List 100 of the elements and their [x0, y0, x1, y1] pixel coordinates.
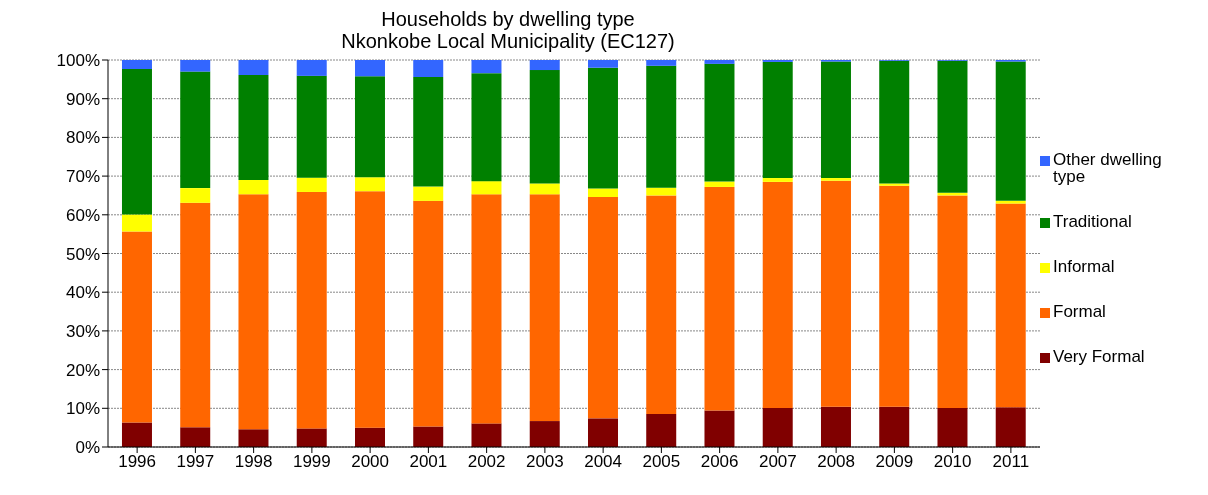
bar: [587, 67, 618, 189]
bar: [121, 60, 152, 69]
bar: [587, 418, 618, 447]
bar: [121, 214, 152, 232]
bar: [354, 60, 385, 77]
x-tick-label: 2009: [875, 452, 914, 472]
x-tick-label: 2010: [933, 452, 972, 472]
bar: [995, 203, 1026, 408]
bar: [471, 73, 502, 182]
bar: [180, 202, 211, 428]
bar: [296, 75, 327, 178]
chart-title: Households by dwelling type: [380, 8, 636, 30]
x-tick-label: 2005: [642, 452, 681, 472]
x-tick-label: 2007: [758, 452, 797, 472]
bar: [879, 406, 910, 447]
legend-label: Formal: [1053, 302, 1106, 321]
bar: [879, 183, 910, 186]
x-tick-label: 2004: [584, 452, 623, 472]
y-tick-label: 50%: [65, 244, 100, 264]
bar: [529, 60, 560, 71]
bar: [820, 180, 851, 407]
bar: [413, 77, 444, 187]
bar: [529, 183, 560, 195]
x-tick-label: 1997: [176, 452, 215, 472]
bar: [762, 61, 793, 179]
bar: [180, 427, 211, 447]
bar: [762, 178, 793, 182]
bar: [180, 188, 211, 203]
bar: [820, 61, 851, 179]
y-tick-label: 100%: [56, 51, 100, 71]
bar: [121, 231, 152, 423]
bar: [879, 60, 910, 184]
y-tick-label: 10%: [65, 399, 100, 419]
y-tick-label: 40%: [65, 283, 100, 303]
bar: [879, 185, 910, 407]
bar: [937, 407, 968, 447]
legend-label: Very Formal: [1053, 347, 1145, 366]
bar: [995, 61, 1026, 201]
bar: [587, 60, 618, 68]
bar: [820, 178, 851, 181]
x-tick-label: 1999: [292, 452, 331, 472]
bar: [413, 186, 444, 201]
bar: [354, 427, 385, 447]
legend-label: Traditional: [1053, 212, 1132, 231]
bar: [937, 60, 968, 193]
y-tick-label: 20%: [65, 360, 100, 380]
x-tick-label: 2002: [467, 452, 506, 472]
bar: [471, 423, 502, 447]
bar: [704, 63, 735, 182]
x-tick-label: 2006: [700, 452, 739, 472]
bar: [180, 71, 211, 189]
bar: [413, 200, 444, 427]
bar: [354, 177, 385, 192]
bar: [704, 181, 735, 187]
x-tick-label: 2001: [409, 452, 448, 472]
y-tick-label: 0%: [75, 438, 100, 458]
bar: [180, 60, 211, 72]
bar: [296, 191, 327, 429]
bar: [995, 200, 1026, 204]
y-tick-label: 30%: [65, 321, 100, 341]
x-tick-label: 1996: [118, 452, 157, 472]
bar: [413, 60, 444, 78]
bar: [995, 407, 1026, 447]
bar: [296, 60, 327, 76]
bar: [704, 410, 735, 447]
x-tick-label: 2003: [525, 452, 564, 472]
bar: [762, 407, 793, 447]
bar: [413, 426, 444, 447]
bar: [238, 429, 269, 447]
bar: [238, 179, 269, 195]
chart-subtitle: Nkonkobe Local Municipality (EC127): [340, 30, 676, 52]
y-tick-label: 60%: [65, 205, 100, 225]
bar: [471, 60, 502, 74]
x-tick-label: 2011: [992, 452, 1030, 472]
bar: [471, 181, 502, 195]
bar: [646, 60, 677, 66]
bar: [529, 194, 560, 422]
bar: [587, 197, 618, 419]
bar: [121, 68, 152, 215]
bar: [238, 75, 269, 180]
bar: [121, 422, 152, 447]
bar: [704, 60, 735, 64]
bar: [296, 177, 327, 192]
y-tick-label: 70%: [65, 167, 100, 187]
bar: [704, 186, 735, 411]
bar: [354, 191, 385, 428]
bar: [529, 421, 560, 447]
bar: [238, 60, 269, 76]
x-tick-label: 2000: [351, 452, 390, 472]
x-tick-label: 2008: [817, 452, 856, 472]
legend-label: Informal: [1053, 257, 1115, 276]
y-tick-label: 80%: [65, 128, 100, 148]
y-tick-label: 90%: [65, 89, 100, 109]
bar: [646, 414, 677, 447]
legend-label: Other dwelling type: [1053, 150, 1163, 186]
bar: [820, 406, 851, 447]
bar: [238, 194, 269, 430]
bar: [646, 65, 677, 188]
x-tick-label: 1998: [234, 452, 273, 472]
bar: [937, 195, 968, 408]
